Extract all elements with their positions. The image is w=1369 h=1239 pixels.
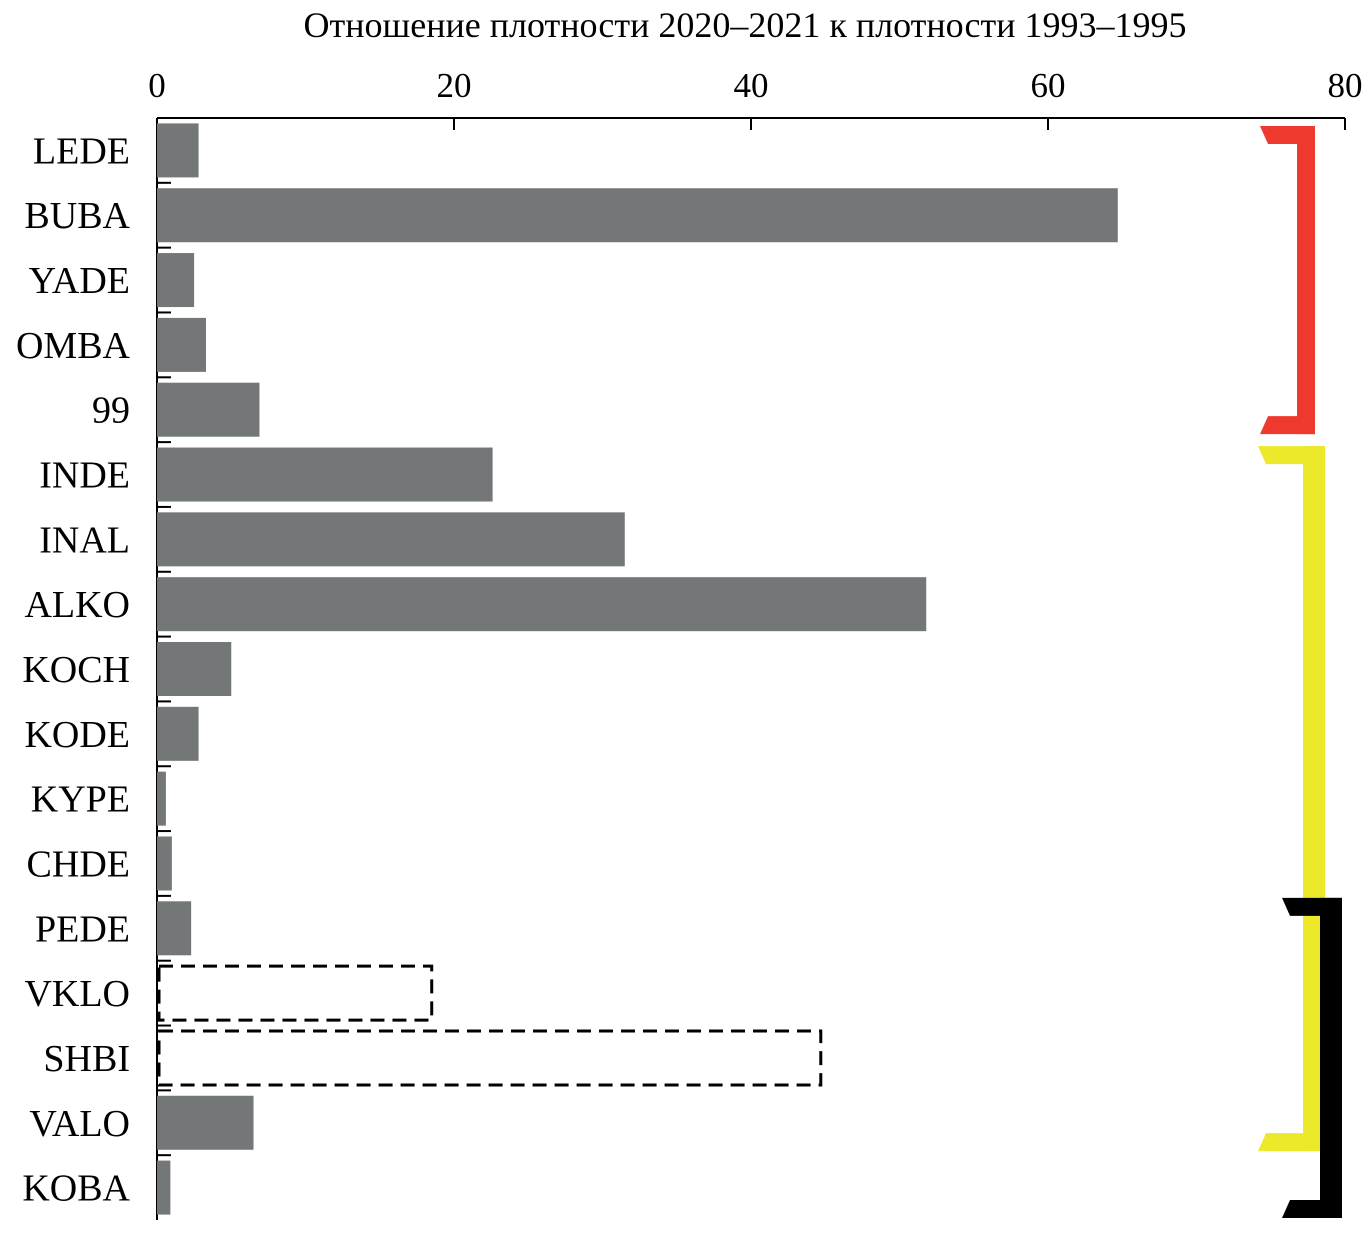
bar: [157, 188, 1118, 243]
category-label: KOBA: [22, 1168, 130, 1210]
category-labels: LEDE BUBA YADE OMBA 99 INDE INAL ALKO KOCH KODE KY…: [16, 130, 131, 1209]
x-tick-label: 40: [734, 66, 769, 105]
x-tick-label: 0: [148, 66, 166, 105]
x-tick-label: 20: [437, 66, 472, 105]
category-label: YADE: [29, 260, 130, 302]
bar: [157, 512, 625, 567]
bar: [157, 642, 232, 696]
category-label: INDE: [39, 455, 130, 497]
category-label: PEDE: [35, 908, 130, 950]
category-label: BUBA: [24, 195, 130, 237]
category-label: KOCH: [22, 649, 130, 691]
bar: [157, 1095, 254, 1150]
bars: [157, 123, 1118, 1215]
bar: [157, 836, 172, 891]
bracket-top-arm: [1282, 897, 1342, 916]
chart-title: Отношение плотности 2020–2021 к плотност…: [304, 5, 1187, 45]
category-label: KODE: [24, 714, 130, 756]
bracket-bottom-arm: [1258, 1133, 1325, 1152]
bracket-spine: [1297, 126, 1315, 435]
bracket-bottom-arm: [1282, 1200, 1342, 1218]
category-label: 99: [92, 390, 130, 432]
bracket-bottom-arm: [1260, 416, 1315, 435]
category-label: CHDE: [27, 843, 130, 885]
category-label: INAL: [39, 519, 130, 561]
group-bracket: [1282, 897, 1342, 1218]
bar: [157, 1160, 171, 1215]
bar: [157, 253, 195, 308]
category-label: SHBI: [43, 1038, 130, 1080]
bracket-spine: [1320, 897, 1342, 1218]
bar: [157, 382, 260, 437]
bar: [157, 771, 166, 826]
bar: [157, 447, 493, 502]
group-bracket: [1258, 446, 1325, 1152]
group-bracket: [1260, 126, 1315, 435]
bar: [157, 1029, 823, 1087]
x-tick-label: 60: [1031, 66, 1066, 105]
bar: [157, 901, 192, 956]
bracket-spine: [1303, 446, 1325, 1152]
bracket-top-arm: [1258, 446, 1325, 465]
bracket-top-arm: [1260, 126, 1315, 144]
bar: [157, 706, 199, 761]
category-label: VKLO: [24, 973, 130, 1015]
category-label: VALO: [29, 1103, 130, 1145]
category-label: LEDE: [33, 130, 130, 172]
bar: [157, 964, 434, 1022]
category-label: ALKO: [24, 584, 130, 626]
bar: [157, 317, 207, 372]
bar: [157, 123, 199, 178]
bar: [157, 577, 927, 632]
group-brackets: [1258, 126, 1342, 1218]
category-label: KYPE: [31, 779, 130, 821]
x-tick-label: 80: [1328, 66, 1363, 105]
category-label: OMBA: [16, 325, 131, 367]
